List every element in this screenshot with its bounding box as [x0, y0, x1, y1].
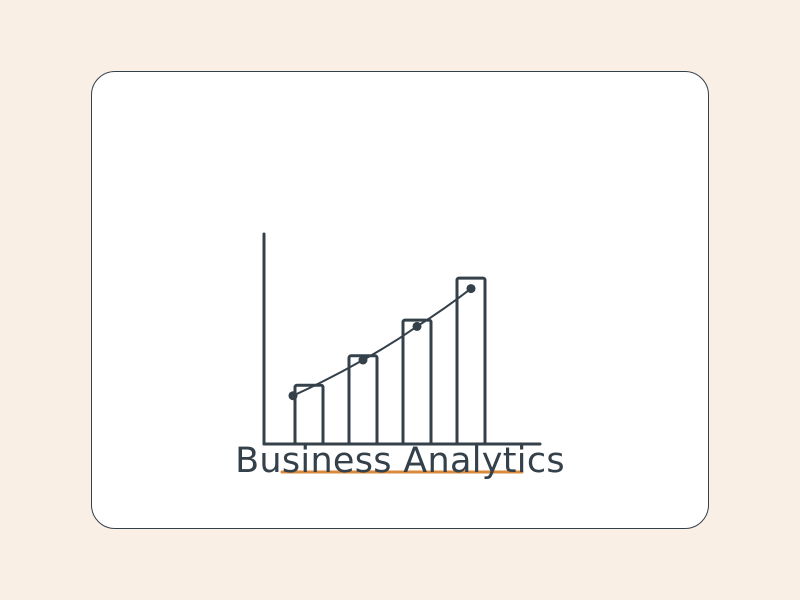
trend-point-1 [288, 391, 298, 401]
trend-line-group [288, 284, 476, 401]
trend-point-3 [412, 321, 422, 331]
trend-line [292, 287, 472, 397]
logo-card [91, 71, 709, 529]
chart-bar-1 [293, 383, 325, 446]
chart-bars [293, 276, 487, 446]
trend-point-4 [466, 284, 476, 294]
chart-bar-2 [347, 354, 379, 446]
chart-bar-3 [401, 318, 433, 446]
chart-bar-4 [455, 276, 487, 446]
trend-point-2 [358, 355, 368, 365]
logo-title: Business Analytics [235, 441, 565, 481]
